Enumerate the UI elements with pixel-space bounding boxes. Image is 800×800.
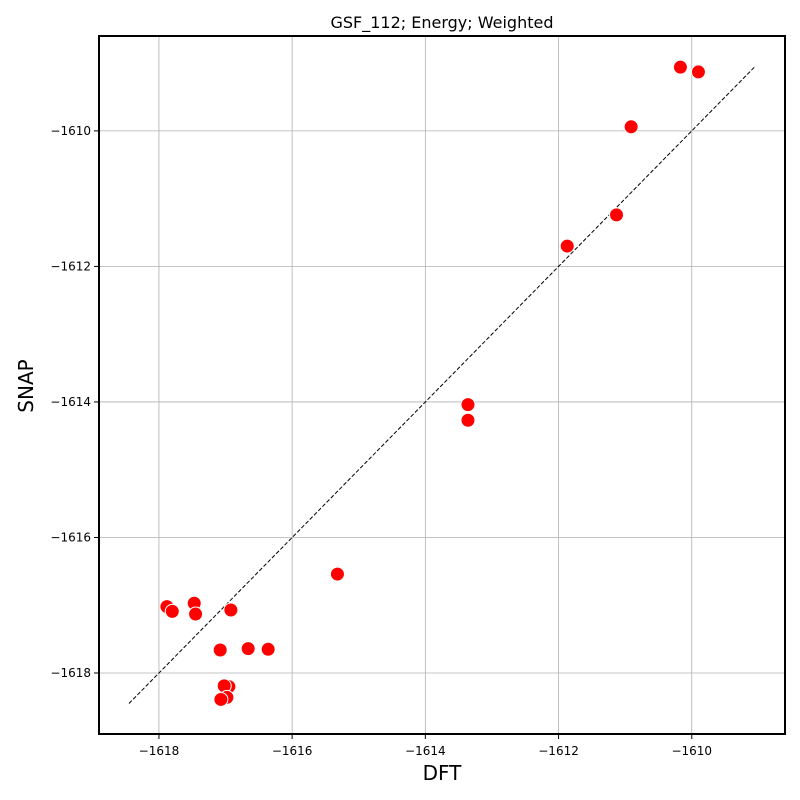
data-point <box>460 412 476 428</box>
y-axis-ticks: −1618 −1616 −1614 −1612 −1610 <box>50 124 99 680</box>
y-tick-label: −1612 <box>50 259 91 273</box>
data-point <box>223 602 239 618</box>
x-tick-label: −1616 <box>272 744 313 758</box>
data-point <box>212 642 228 658</box>
y-tick-label: −1618 <box>50 666 91 680</box>
data-point <box>623 119 639 135</box>
x-tick-label: −1610 <box>671 744 712 758</box>
data-point <box>188 606 204 622</box>
y-tick-label: −1614 <box>50 395 91 409</box>
y-tick-label: −1610 <box>50 124 91 138</box>
x-tick-label: −1618 <box>139 744 180 758</box>
x-axis-ticks: −1618 −1616 −1614 −1612 −1610 <box>139 734 712 758</box>
data-point <box>690 64 706 80</box>
reference-line <box>128 66 756 704</box>
plot-frame <box>98 35 786 735</box>
x-tick-label: −1612 <box>538 744 579 758</box>
y-tick-label: −1616 <box>50 530 91 544</box>
chart-title: GSF_112; Energy; Weighted <box>330 13 553 33</box>
data-point <box>672 59 688 75</box>
data-point <box>260 641 276 657</box>
data-point <box>559 238 575 254</box>
grid-lines <box>99 36 785 734</box>
x-tick-label: −1614 <box>405 744 446 758</box>
data-point <box>460 397 476 413</box>
data-point <box>329 566 345 582</box>
data-point <box>164 603 180 619</box>
data-points <box>159 59 706 707</box>
x-axis-label: DFT <box>423 761 463 785</box>
data-point <box>240 641 256 657</box>
y-axis-label: SNAP <box>14 359 38 412</box>
data-point <box>213 691 229 707</box>
data-point <box>608 207 624 223</box>
